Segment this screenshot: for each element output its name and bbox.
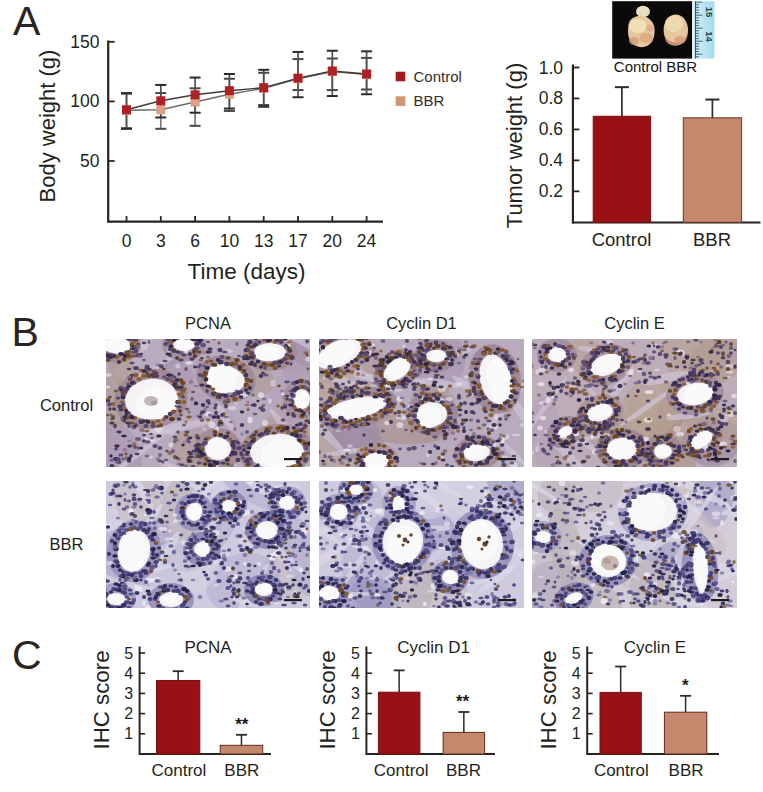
- svg-text:Control: Control: [594, 761, 649, 780]
- svg-text:2: 2: [124, 705, 133, 722]
- svg-text:Time (days): Time (days): [188, 259, 306, 284]
- svg-text:A: A: [13, 0, 41, 44]
- svg-text:0.2: 0.2: [539, 181, 563, 201]
- svg-text:PCNA: PCNA: [185, 314, 231, 332]
- svg-text:24: 24: [357, 231, 377, 251]
- svg-text:4: 4: [124, 665, 133, 682]
- svg-text:4: 4: [572, 665, 581, 682]
- svg-text:17: 17: [288, 231, 307, 251]
- svg-text:Control: Control: [374, 761, 429, 780]
- svg-text:3: 3: [156, 231, 166, 251]
- svg-text:3: 3: [351, 685, 360, 702]
- svg-text:Cyclin D1: Cyclin D1: [386, 314, 457, 332]
- svg-text:Cyclin E: Cyclin E: [624, 638, 686, 657]
- svg-text:50: 50: [80, 151, 100, 171]
- svg-text:BBR: BBR: [669, 761, 704, 780]
- svg-text:10: 10: [220, 231, 240, 251]
- svg-text:100: 100: [70, 91, 99, 111]
- svg-text:Control: Control: [40, 396, 93, 414]
- svg-text:5: 5: [124, 645, 133, 662]
- svg-text:1.0: 1.0: [539, 58, 564, 78]
- svg-text:1: 1: [572, 725, 581, 742]
- svg-text:13: 13: [254, 231, 273, 251]
- svg-text:Body weight (g): Body weight (g): [35, 50, 60, 203]
- svg-text:**: **: [456, 692, 470, 711]
- svg-text:3: 3: [572, 685, 581, 702]
- svg-text:C: C: [12, 632, 42, 678]
- svg-text:**: **: [235, 715, 249, 734]
- svg-text:BBR: BBR: [414, 92, 445, 109]
- svg-text:PCNA: PCNA: [184, 638, 232, 657]
- svg-text:3: 3: [124, 685, 133, 702]
- svg-text:B: B: [12, 309, 39, 355]
- svg-text:IHC score: IHC score: [536, 650, 561, 749]
- svg-text:IHC score: IHC score: [89, 650, 114, 749]
- svg-text:4: 4: [351, 665, 360, 682]
- svg-text:Control: Control: [414, 68, 462, 85]
- svg-text:0: 0: [122, 231, 132, 251]
- svg-text:20: 20: [323, 231, 343, 251]
- svg-text:BBR: BBR: [50, 535, 84, 553]
- svg-text:14: 14: [704, 31, 715, 42]
- svg-text:150: 150: [70, 32, 99, 52]
- svg-text:0.6: 0.6: [539, 119, 563, 139]
- svg-text:1: 1: [351, 725, 360, 742]
- svg-text:15: 15: [704, 7, 715, 18]
- svg-text:Control BBR: Control BBR: [614, 58, 698, 75]
- svg-text:6: 6: [190, 231, 200, 251]
- svg-text:2: 2: [572, 705, 581, 722]
- svg-text:BBR: BBR: [693, 229, 731, 250]
- svg-text:2: 2: [351, 705, 360, 722]
- svg-text:IHC score: IHC score: [315, 650, 340, 749]
- svg-text:0.8: 0.8: [539, 88, 563, 108]
- svg-text:Cyclin D1: Cyclin D1: [397, 638, 470, 657]
- svg-text:Cyclin E: Cyclin E: [604, 314, 665, 332]
- svg-text:1: 1: [124, 725, 133, 742]
- svg-text:0.4: 0.4: [539, 150, 564, 170]
- svg-text:*: *: [682, 676, 689, 695]
- svg-text:Control: Control: [151, 761, 206, 780]
- svg-text:Control: Control: [592, 229, 652, 250]
- svg-text:BBR: BBR: [224, 761, 259, 780]
- svg-text:5: 5: [572, 645, 581, 662]
- svg-text:BBR: BBR: [446, 761, 481, 780]
- svg-text:Tumor weight (g): Tumor weight (g): [502, 63, 527, 228]
- svg-text:5: 5: [351, 645, 360, 662]
